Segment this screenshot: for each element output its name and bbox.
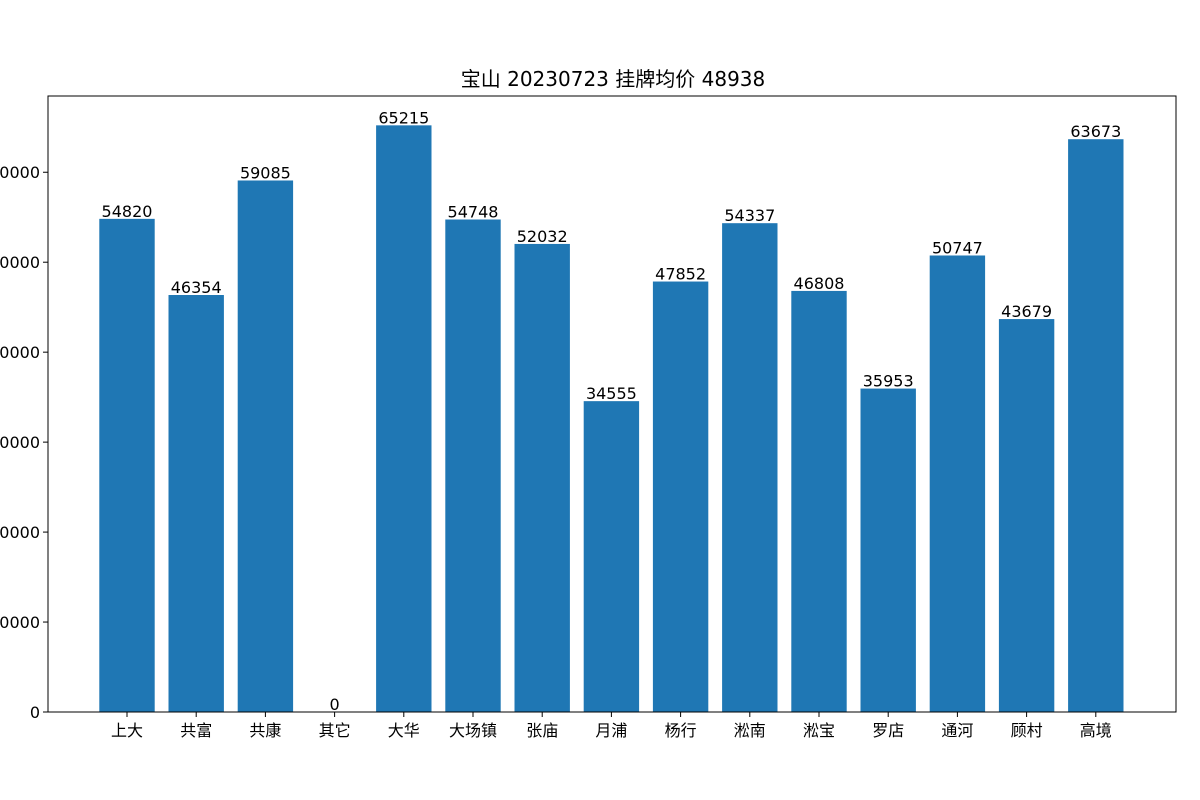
x-tick-label: 淞宝: [803, 721, 835, 740]
x-tick-label: 大场镇: [449, 721, 497, 740]
bar-通河: [929, 255, 986, 713]
x-tick-label: 淞南: [734, 721, 766, 740]
bar-value-label: 50747: [932, 238, 983, 257]
bar-上大: [99, 218, 155, 712]
bar-大华: [376, 125, 432, 713]
bar-张庙: [514, 243, 570, 712]
y-tick-label: 30000: [0, 433, 40, 452]
bar-罗店: [860, 388, 916, 712]
bar-value-label: 54337: [724, 206, 775, 225]
y-tick-label: 10000: [0, 613, 40, 632]
x-tick-label: 大华: [388, 721, 420, 740]
bar-value-label: 63673: [1070, 122, 1121, 141]
bar-淞宝: [791, 290, 847, 712]
x-tick-label: 上大: [111, 721, 143, 740]
bar-淞南: [722, 223, 778, 712]
x-tick-label: 顾村: [1011, 721, 1043, 740]
y-tick-label: 20000: [0, 523, 40, 542]
bar-顾村: [998, 319, 1055, 712]
bar-杨行: [652, 281, 709, 712]
bar-高境: [1068, 139, 1124, 712]
x-tick-label: 通河: [941, 721, 973, 740]
chart-title: 宝山 20230723 挂牌均价 48938: [461, 67, 766, 91]
y-tick-label: 0: [30, 703, 40, 722]
x-tick-label: 高境: [1080, 721, 1112, 740]
axes-frame: [47, 95, 1177, 713]
x-tick-label: 月浦: [595, 721, 627, 740]
bar-value-label: 54820: [102, 202, 153, 221]
bar-共富: [168, 295, 224, 712]
y-tick-label: 40000: [0, 343, 40, 362]
x-tick-label: 共富: [180, 721, 212, 740]
bar-value-label: 47852: [655, 265, 706, 284]
bar-月浦: [583, 401, 640, 712]
bar-value-label: 35953: [863, 372, 914, 391]
bar-value-label: 46354: [171, 278, 222, 297]
plot-area: 0 10000 20000 30000 40000 50000 60000 上大 共富 共康 其它 大…: [0, 95, 1177, 740]
x-tick-label: 其它: [319, 721, 351, 740]
bar-共康: [237, 180, 294, 713]
bar-value-label: 0: [330, 695, 340, 714]
bar-value-label: 52032: [517, 227, 568, 246]
y-tick-label: 50000: [0, 253, 40, 272]
x-tick-label: 罗店: [872, 721, 904, 740]
x-tick-label: 张庙: [526, 721, 558, 740]
bar-大场镇: [445, 219, 501, 712]
bar-value-label: 54748: [448, 202, 499, 221]
x-tick-label: 杨行: [665, 721, 697, 740]
y-tick-label: 60000: [0, 163, 40, 182]
bar-value-label: 34555: [586, 384, 637, 403]
x-tick-label: 共康: [249, 721, 281, 740]
bar-value-label: 43679: [1001, 302, 1052, 321]
bar-value-label: 59085: [240, 163, 291, 182]
bar-value-label: 46808: [794, 274, 845, 293]
bar-value-label: 65215: [378, 108, 429, 127]
